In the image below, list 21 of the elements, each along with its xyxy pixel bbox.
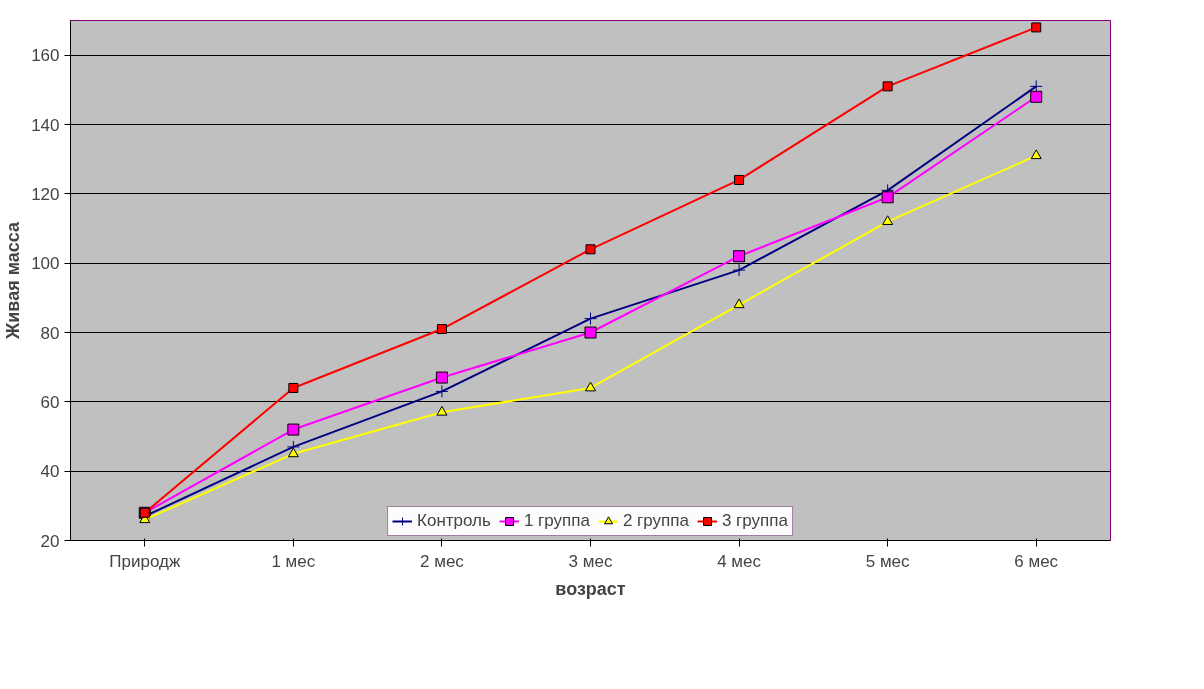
legend-label: 3 группа <box>721 511 788 531</box>
y-tick-label: 120 <box>31 184 60 204</box>
y-tick-label: 140 <box>31 115 60 135</box>
legend-label: Контроль <box>417 511 491 531</box>
y-tick-label: 20 <box>40 531 60 551</box>
legend-label: 2 группа <box>622 511 689 531</box>
y-tick-label: 80 <box>40 323 60 343</box>
x-axis-title: возраст <box>555 578 626 599</box>
x-tick-label: 5 мес <box>865 551 911 571</box>
y-tick-label: 160 <box>31 46 60 66</box>
y-tick-label: 60 <box>40 392 60 412</box>
y-tick-label: 40 <box>40 462 60 482</box>
y-tick-label: 100 <box>31 254 60 274</box>
x-tick-label: 2 мес <box>420 551 465 571</box>
x-tick-label: 4 мес <box>717 551 762 571</box>
x-tick-label: 3 мес <box>568 551 613 571</box>
x-tick-label: Природж <box>109 551 181 571</box>
x-tick-label: 6 мес <box>1014 551 1059 571</box>
x-tick-label: 1 мес <box>271 551 316 571</box>
legend-label: 1 группа <box>523 511 590 531</box>
y-axis-title: Живая масса <box>3 221 24 341</box>
